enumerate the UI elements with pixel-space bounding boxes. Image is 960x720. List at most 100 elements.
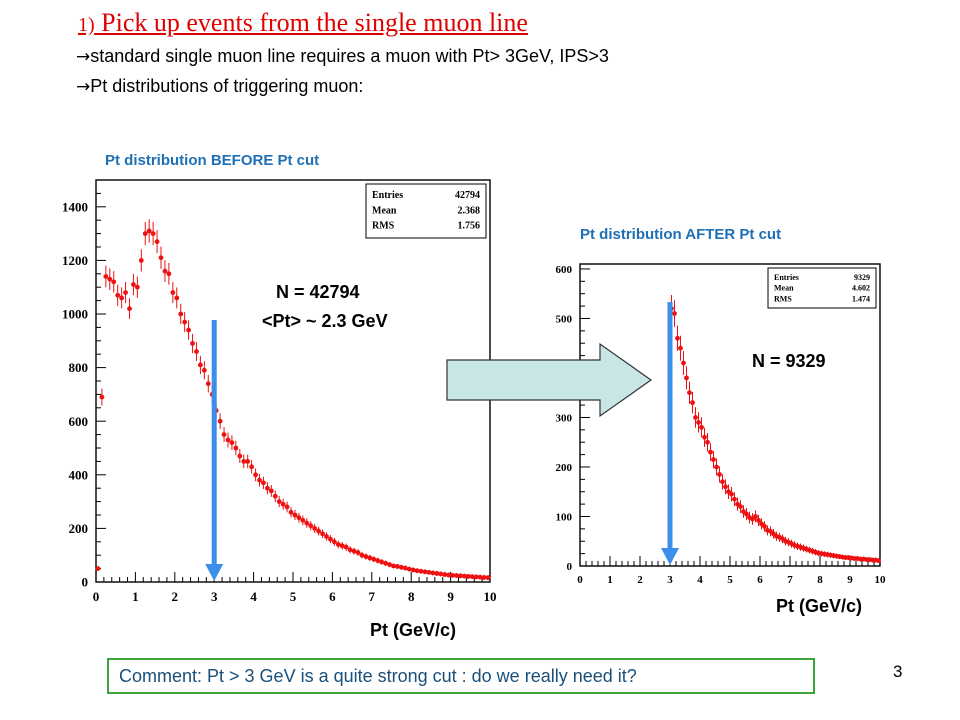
comment-box: Comment: Pt > 3 GeV is a quite strong cu… (107, 658, 815, 694)
before-stats-value: 2.368 (458, 205, 481, 216)
before-x-tick-label: 9 (447, 589, 454, 604)
before-data-point (95, 566, 101, 572)
before-data-point (288, 507, 294, 518)
before-data-point (174, 287, 180, 309)
before-data-point (410, 567, 416, 573)
after-data-point (693, 407, 698, 428)
before-data-point (221, 427, 227, 443)
before-data-point (379, 559, 385, 565)
after-stats-label: Entries (774, 273, 799, 282)
before-data-point (217, 413, 223, 430)
arrow-right-icon: → (76, 77, 91, 97)
before-data-point (107, 268, 113, 290)
before-data-point (485, 575, 491, 581)
before-data-point (469, 574, 475, 580)
before-data-point (324, 532, 329, 541)
before-x-tick-label: 4 (250, 589, 257, 604)
after-x-tick-label: 2 (637, 574, 643, 586)
before-data-point (477, 574, 483, 580)
before-y-tick-label: 800 (69, 360, 89, 375)
before-stats-value: 42794 (455, 190, 480, 201)
before-x-tick-label: 5 (290, 589, 297, 604)
after-x-tick-label: 5 (727, 574, 733, 586)
before-data-point (186, 320, 191, 340)
before-data-point (359, 551, 365, 559)
before-data-point (402, 565, 408, 571)
after-y-tick-label: 0 (567, 561, 573, 573)
after-stats-label: RMS (774, 294, 792, 303)
before-data-point (138, 249, 144, 272)
before-data-point (395, 564, 400, 569)
before-data-point (131, 273, 136, 296)
before-data-point (205, 374, 211, 393)
after-y-tick-label: 600 (556, 264, 573, 276)
before-data-point (201, 361, 207, 380)
before-x-tick-label: 10 (484, 589, 497, 604)
after-data-point (681, 350, 686, 376)
before-data-point (465, 573, 471, 579)
before-y-tick-label: 1400 (62, 199, 88, 214)
after-data-point (753, 510, 758, 523)
xlabel-before: Pt (GeV/c) (370, 620, 457, 640)
before-data-point (253, 468, 258, 482)
before-data-point (292, 509, 298, 521)
title-text: Pick up events from the single muon line (101, 8, 528, 37)
plot-title-after: Pt distribution AFTER Pt cut (580, 226, 782, 243)
before-data-point (375, 557, 381, 564)
after-cut-arrow (661, 302, 679, 565)
before-data-point (229, 435, 235, 450)
after-data-point (690, 391, 695, 414)
before-data-point (351, 547, 357, 555)
before-data-point (312, 523, 318, 533)
before-x-tick-label: 1 (132, 589, 139, 604)
before-data-point (257, 473, 262, 487)
plot-title-before: Pt distribution BEFORE Pt cut (105, 152, 320, 169)
after-data-point (738, 500, 743, 514)
before-y-tick-label: 200 (69, 521, 89, 536)
before-data-point (150, 222, 156, 246)
before-data-point (111, 271, 117, 293)
before-data-point (264, 482, 270, 495)
after-stats-value: 4.602 (852, 284, 870, 293)
before-data-point (123, 281, 128, 304)
before-data-point (422, 569, 428, 575)
before-data-point (276, 496, 282, 508)
before-data-point (194, 342, 199, 361)
before-data-point (296, 512, 302, 523)
slide-title: 1) Pick up events from the single muon l… (78, 8, 528, 38)
before-data-point (237, 449, 243, 464)
before-y-tick-label: 400 (69, 467, 89, 482)
before-data-point (198, 355, 203, 375)
after-data-point (672, 300, 677, 327)
after-data-point (705, 432, 710, 452)
before-data-point (363, 553, 369, 560)
before-data-point (134, 276, 140, 298)
before-x-tick-label: 2 (172, 589, 179, 604)
after-data-point (708, 443, 713, 462)
bullet-1-text: standard single muon line requires a muo… (90, 46, 609, 66)
after-data-point (762, 521, 767, 532)
after-x-tick-label: 6 (757, 574, 763, 586)
before-data-point (387, 561, 392, 568)
before-data-point (450, 572, 455, 578)
before-data-point (261, 476, 266, 490)
before-stats-value: 1.756 (458, 221, 481, 232)
before-data-point (347, 546, 353, 554)
before-data-point (304, 518, 310, 528)
before-data-point (182, 312, 188, 333)
before-data-point (461, 573, 467, 579)
after-data-point (675, 325, 680, 352)
after-data-point (723, 479, 728, 495)
before-data-point (119, 287, 125, 309)
xlabel-after: Pt (GeV/c) (776, 596, 863, 616)
before-data-point (371, 556, 377, 563)
bullet-1: →standard single muon line requires a mu… (76, 46, 609, 67)
after-data-point (720, 474, 725, 490)
before-x-tick-label: 8 (408, 589, 415, 604)
before-data-point (190, 333, 195, 354)
before-data-point (328, 535, 333, 544)
bullet-2: →Pt distributions of triggering muon: (76, 76, 363, 97)
before-data-point (473, 574, 479, 580)
before-data-point (406, 566, 412, 572)
before-data-point (383, 560, 388, 566)
